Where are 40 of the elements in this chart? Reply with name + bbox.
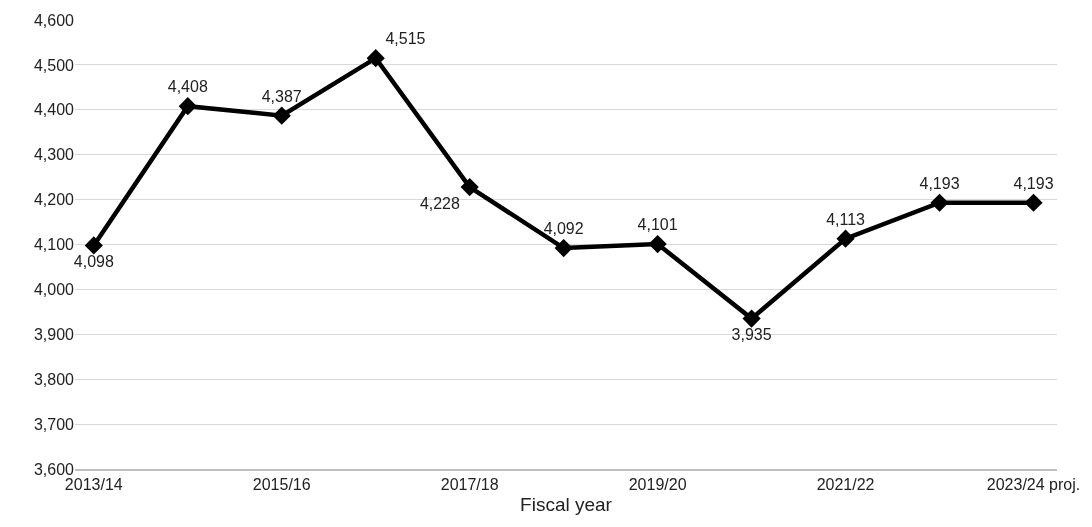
data-label: 4,228	[419, 194, 461, 212]
point	[460, 177, 479, 197]
data-label: 4,092	[543, 220, 584, 238]
data-label: 4,193	[1013, 174, 1054, 192]
x-tick-label: 2013/14	[64, 475, 123, 493]
point	[742, 309, 761, 328]
y-tick-label: 4,200	[33, 191, 75, 209]
x-tick-label: 2023/24 proj.	[986, 475, 1081, 493]
x-tick-label: 2021/22	[816, 475, 875, 493]
point	[648, 234, 667, 254]
y-tick-label: 4,300	[33, 146, 75, 164]
x-tick-label: 2017/18	[440, 475, 499, 493]
data-label: 4,515	[385, 30, 426, 48]
y-tick-label: 4,000	[33, 281, 75, 298]
y-tick-label: 4,400	[33, 101, 75, 119]
point	[272, 106, 291, 125]
point	[178, 97, 197, 116]
data-label: 4,101	[637, 216, 678, 234]
point	[1024, 193, 1043, 212]
data-label: 4,193	[919, 174, 960, 192]
y-tick-label: 3,800	[33, 370, 75, 388]
data-label: 3,935	[731, 326, 772, 344]
y-tick-label: 3,900	[33, 325, 75, 343]
y-tick-label: 4,500	[33, 56, 75, 74]
y-tick-label: 4,600	[33, 11, 75, 29]
data-label: 4,387	[261, 87, 302, 105]
y-tick-label: 3,600	[33, 460, 75, 478]
data-label: 4,408	[167, 78, 208, 96]
data-label: 4,098	[73, 253, 114, 271]
point	[554, 238, 573, 258]
point	[930, 193, 949, 212]
data-label: 4,113	[826, 210, 866, 228]
x-tick-label: 2019/20	[628, 475, 687, 493]
point	[836, 229, 855, 248]
point	[84, 236, 103, 255]
x-axis-title: Fiscal year	[520, 494, 613, 516]
y-tick-label: 3,700	[33, 415, 75, 433]
x-tick-label: 2015/16	[252, 475, 311, 493]
y-tick-label: 4,100	[33, 236, 75, 254]
point	[366, 49, 385, 68]
